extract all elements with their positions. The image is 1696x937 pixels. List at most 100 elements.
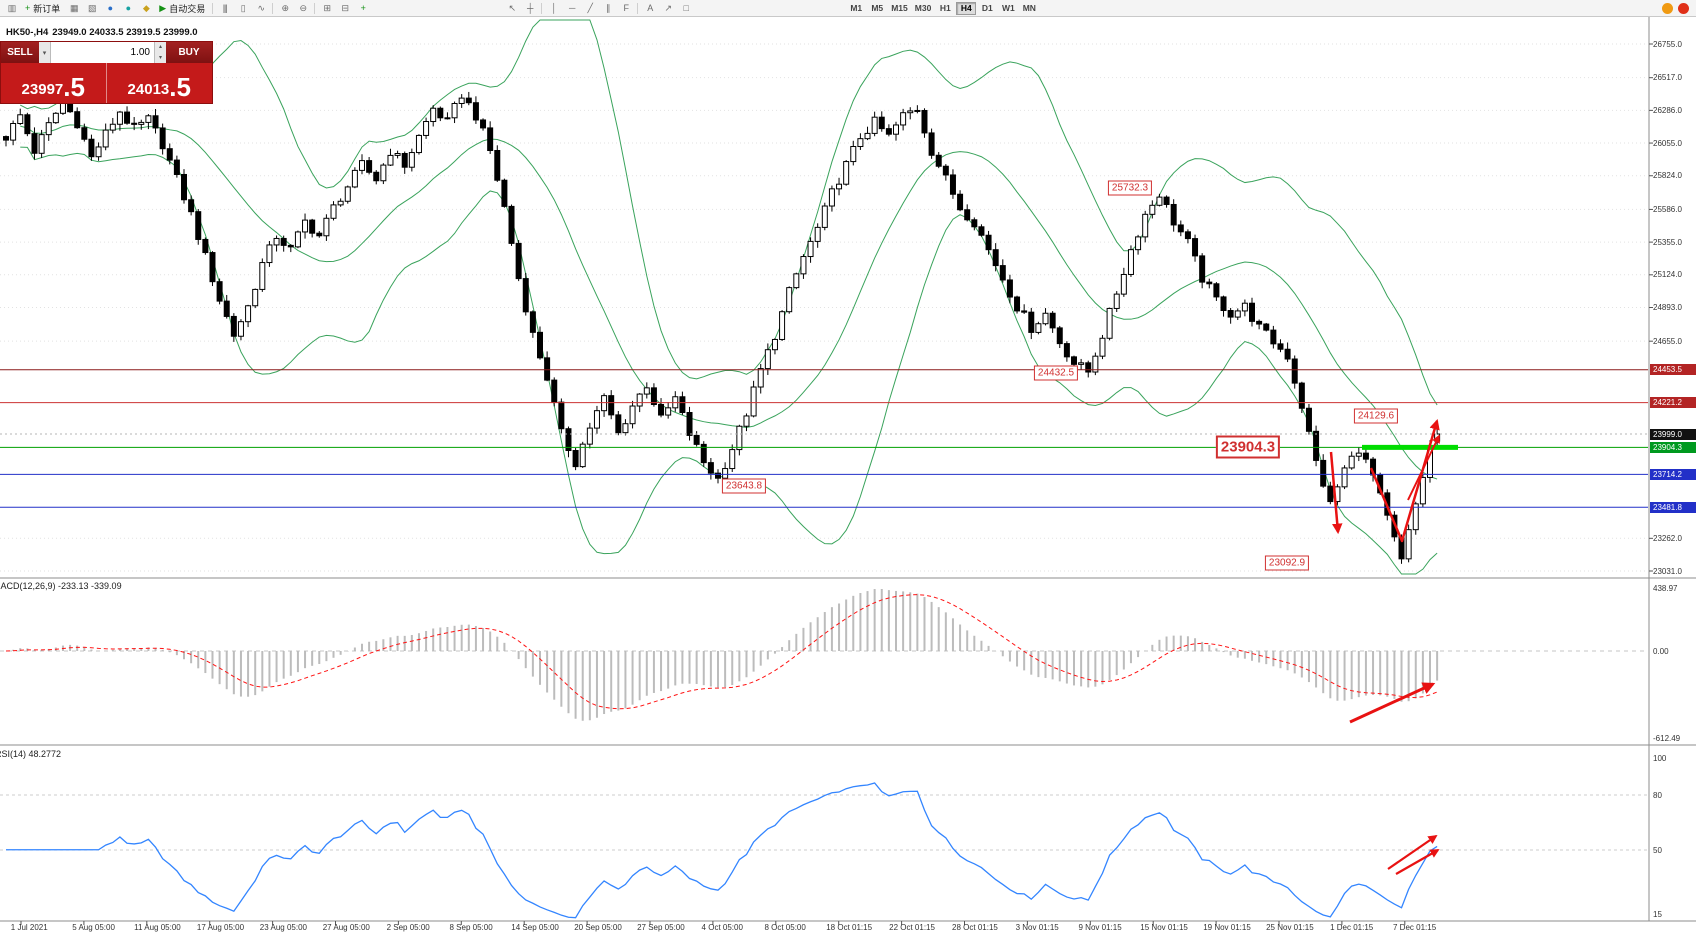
tile-windows-icon[interactable]: ⊞ xyxy=(323,2,331,13)
indicators-icon[interactable]: + xyxy=(360,3,366,13)
data-window-icon[interactable]: ● xyxy=(107,3,113,13)
timeframe-m1-button[interactable]: M1 xyxy=(850,3,863,13)
trend-arrow[interactable] xyxy=(1329,451,1343,535)
price-scale-tick: 26286.0 xyxy=(1653,105,1682,115)
time-axis-label: 20 Sep 05:00 xyxy=(574,923,622,932)
chart-symbol-timeframe: HK50-,H4 xyxy=(6,27,49,38)
rsi-scale-label: 15 xyxy=(1653,909,1662,919)
fibonacci-icon[interactable]: F xyxy=(623,3,629,13)
shapes-icon[interactable]: □ xyxy=(683,3,689,13)
level-lines[interactable] xyxy=(0,369,1648,508)
trend-arrow[interactable] xyxy=(1387,834,1438,870)
time-axis-label: 11 Aug 05:00 xyxy=(134,923,181,932)
toolbar-separator xyxy=(314,2,316,14)
time-axis-label: 4 Oct 05:00 xyxy=(701,923,743,932)
price-tag: 24453.5 xyxy=(1650,364,1696,376)
macd-panel[interactable] xyxy=(5,589,1439,721)
bollinger-upper-band xyxy=(20,19,1438,406)
buy-price-button[interactable]: 24013.5 xyxy=(106,63,212,103)
time-axis-label: 27 Sep 05:00 xyxy=(637,923,685,932)
candlesticks xyxy=(3,91,1441,564)
time-axis-label: 1 Dec 01:15 xyxy=(1330,923,1374,932)
trendline-icon[interactable]: ╱ xyxy=(587,2,593,13)
arrows-tool-icon[interactable]: ↗ xyxy=(664,2,672,13)
price-scale-tick: 23031.0 xyxy=(1653,566,1682,576)
macd-scale-label: 438.97 xyxy=(1653,583,1678,593)
autotrading-button[interactable]: ▶ 自动交易 xyxy=(155,2,209,15)
macd-scale-label: -612.49 xyxy=(1653,733,1681,743)
trend-arrow[interactable] xyxy=(1407,434,1440,501)
time-axis-label: 8 Sep 05:00 xyxy=(449,923,493,932)
timeframe-m15-button[interactable]: M15 xyxy=(891,3,908,13)
rsi-panel[interactable] xyxy=(6,782,1438,919)
terminal-icon[interactable]: ◆ xyxy=(142,2,150,13)
cursor-icon[interactable]: ↖ xyxy=(508,2,516,13)
toolbar: ▥ + 新订单 ▦ ▧ ● ● ◆ ▶ 自动交易 ||| ▯ ∿ ⊕ ⊖ ⊞ ⊟ + ↖ ┼ │ ─ ╱ ∥ F A ↗ □ M1 M5 M… xyxy=(0,0,1696,17)
time-axis-label: 3 Nov 01:15 xyxy=(1015,923,1059,932)
price-scale-tick: 25355.0 xyxy=(1653,237,1682,247)
price-tag: 23714.2 xyxy=(1650,468,1696,480)
price-annotation[interactable]: 23092.9 xyxy=(1264,555,1310,571)
price-scale-tick: 26755.0 xyxy=(1653,39,1682,49)
time-axis-label: 1 Jul 2021 xyxy=(10,923,48,932)
text-label-icon[interactable]: A xyxy=(647,3,653,13)
volume-input[interactable]: ▾ 1.00 ▴ ▾ xyxy=(39,42,166,63)
sell-price-pip: .5 xyxy=(63,72,85,102)
timeframe-w1-button[interactable]: W1 xyxy=(1001,3,1015,13)
rsi-label: RSI(14) 48.2772 xyxy=(0,749,62,759)
strategy-tester-icon[interactable]: ● xyxy=(125,3,131,13)
price-annotation[interactable]: 25732.3 xyxy=(1107,180,1153,196)
window-icon[interactable]: ▥ xyxy=(7,2,17,13)
channel-icon[interactable]: ∥ xyxy=(605,2,611,13)
timeframe-h1-button[interactable]: H1 xyxy=(939,3,951,13)
new-chart-icon[interactable]: ▦ xyxy=(70,2,79,13)
sell-price-main: 23997 xyxy=(21,81,64,98)
line-chart-icon[interactable]: ∿ xyxy=(257,2,265,13)
rsi-scale-label: 100 xyxy=(1653,753,1667,763)
toolbar-separator xyxy=(541,2,543,14)
time-axis-label: 15 Nov 01:15 xyxy=(1140,923,1188,932)
price-tag: 23999.0 xyxy=(1650,428,1696,440)
volume-stepper[interactable]: ▴ ▾ xyxy=(154,42,166,63)
timeframe-m5-button[interactable]: M5 xyxy=(871,3,884,13)
time-axis-label: 5 Aug 05:00 xyxy=(72,923,115,932)
sell-price-button[interactable]: 23997.5 xyxy=(1,63,107,103)
price-annotation[interactable]: 24432.5 xyxy=(1033,365,1079,381)
toolbar-separator xyxy=(212,2,214,14)
timeframe-mn-button[interactable]: MN xyxy=(1022,3,1036,13)
stepper-up-icon[interactable]: ▴ xyxy=(158,44,162,51)
trend-arrows xyxy=(1329,418,1440,875)
trend-arrow[interactable] xyxy=(1349,682,1436,724)
timeframe-h4-button[interactable]: H4 xyxy=(956,1,977,15)
volume-value[interactable]: 1.00 xyxy=(130,47,150,58)
buy-button[interactable]: BUY xyxy=(166,42,212,63)
alert-status-icon xyxy=(1662,2,1673,14)
stepper-down-icon[interactable]: ▾ xyxy=(158,54,162,61)
time-axis-label: 8 Oct 05:00 xyxy=(764,923,806,932)
horizontal-line-icon[interactable]: ─ xyxy=(569,3,575,13)
price-scale-tick: 26517.0 xyxy=(1653,73,1682,83)
vertical-line-icon[interactable]: │ xyxy=(551,3,557,13)
profiles-icon[interactable]: ▧ xyxy=(88,2,97,13)
candlestick-chart-icon[interactable]: ▯ xyxy=(240,2,246,13)
volume-dropdown-icon[interactable]: ▾ xyxy=(39,42,51,63)
time-axis-label: 2 Sep 05:00 xyxy=(386,923,430,932)
timeframe-d1-button[interactable]: D1 xyxy=(981,3,993,13)
trend-arrow[interactable] xyxy=(1395,849,1440,875)
zoom-out-icon[interactable]: ⊖ xyxy=(299,2,307,13)
new-order-button[interactable]: + 新订单 xyxy=(21,2,64,15)
bar-chart-icon[interactable]: ||| xyxy=(222,3,228,13)
sell-button[interactable]: SELL xyxy=(1,42,39,63)
price-annotation[interactable]: 23904.3 xyxy=(1215,435,1281,459)
price-annotation[interactable]: 24129.6 xyxy=(1353,408,1399,424)
trend-arrow[interactable] xyxy=(1369,418,1440,543)
buy-price-pip: .5 xyxy=(169,72,191,102)
crosshair-icon[interactable]: ┼ xyxy=(527,3,533,13)
zoom-in-icon[interactable]: ⊕ xyxy=(281,2,289,13)
toolbar-gap xyxy=(695,8,845,9)
price-annotation[interactable]: 23643.8 xyxy=(721,478,767,494)
autotrading-button-label: 自动交易 xyxy=(169,3,206,14)
timeframe-m30-button[interactable]: M30 xyxy=(914,3,932,13)
cascade-windows-icon[interactable]: ⊟ xyxy=(341,2,349,13)
